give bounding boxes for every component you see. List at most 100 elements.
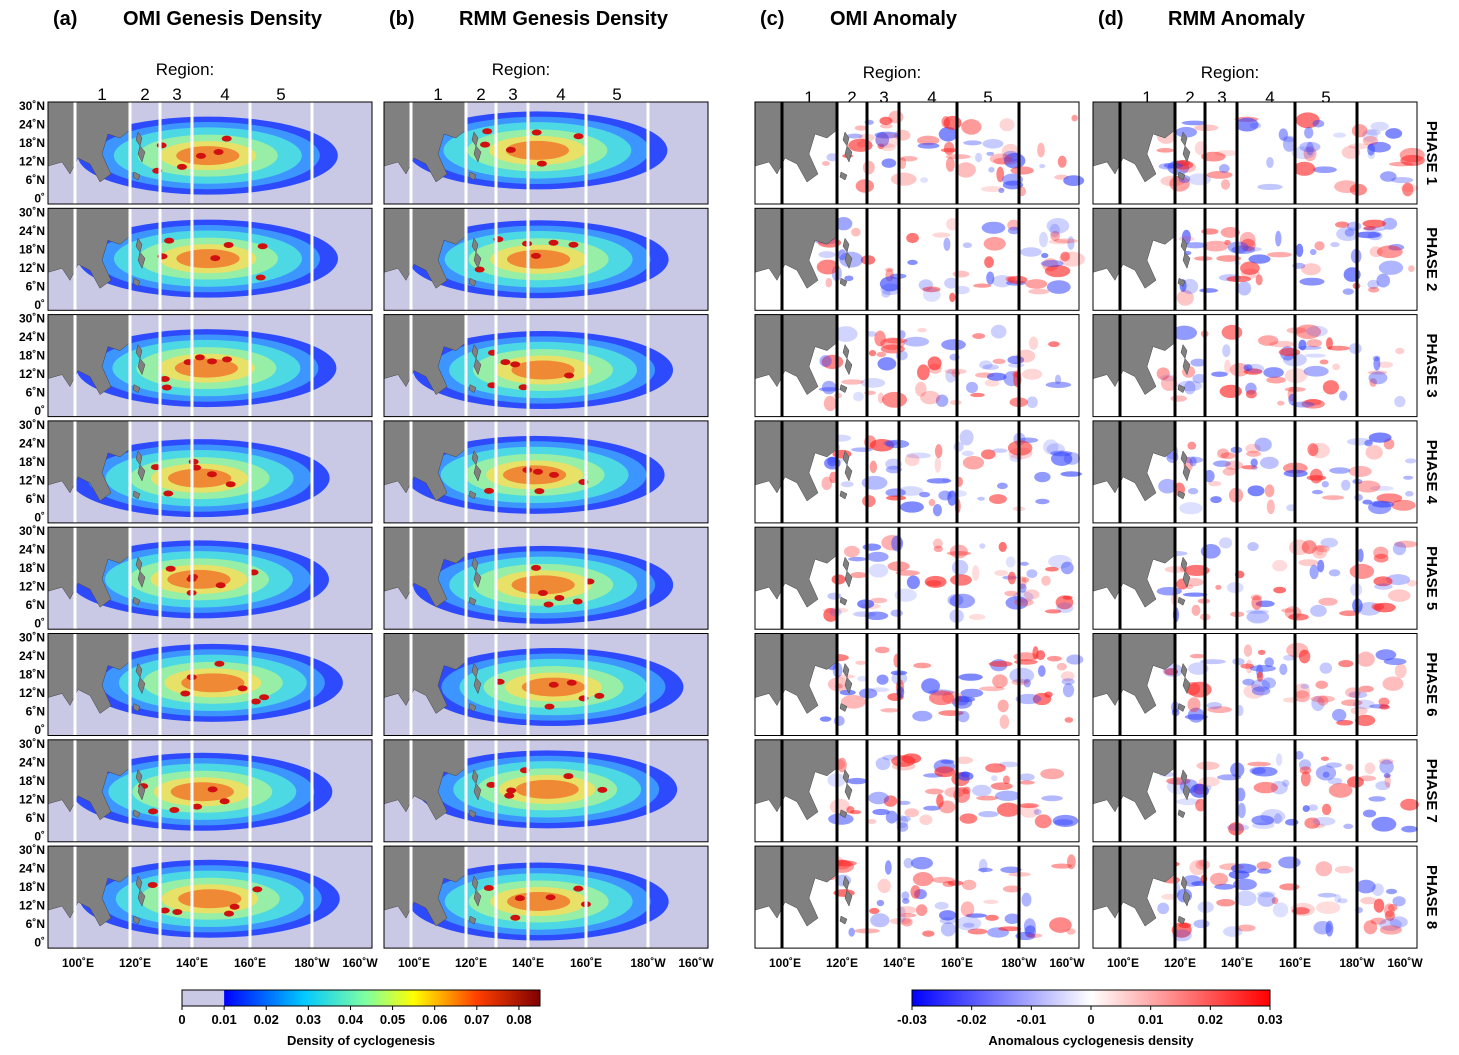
- anomaly-contour: [904, 453, 920, 466]
- anomaly-contour: [949, 292, 956, 303]
- anomaly-contour: [1002, 885, 1022, 893]
- anomaly-contour: [1384, 910, 1395, 922]
- density-peak: [148, 808, 159, 815]
- anomaly-contour: [1048, 239, 1070, 245]
- anomaly-contour: [946, 551, 972, 556]
- anomaly-contour: [973, 283, 992, 288]
- anomaly-contour: [1060, 671, 1075, 682]
- anomaly-contour: [1344, 228, 1355, 237]
- anomaly-contour: [1245, 443, 1261, 454]
- anomaly-contour: [1257, 649, 1266, 656]
- anomaly-contour: [1251, 465, 1258, 471]
- density-peak: [548, 239, 559, 246]
- anomaly-contour: [990, 324, 1007, 339]
- map-panel: [383, 101, 709, 205]
- density-peak: [210, 255, 221, 262]
- lat-tick: 18˚N: [19, 136, 45, 150]
- lon-tick: 160˚W: [1387, 956, 1423, 970]
- map-panel: [754, 739, 1080, 843]
- anomaly-contour: [999, 118, 1015, 132]
- anomaly-contour: [829, 798, 850, 815]
- map-frame: [754, 526, 1080, 630]
- anomaly-contour: [1332, 363, 1341, 371]
- anomaly-contour: [1321, 803, 1332, 816]
- anomaly-contour: [1384, 903, 1395, 918]
- anomaly-contour: [880, 708, 900, 713]
- density-peak: [506, 787, 517, 794]
- anomaly-contour: [1246, 450, 1261, 457]
- anomaly-contour: [1315, 544, 1324, 556]
- anomaly-contour: [915, 381, 927, 397]
- anomaly-contour: [1315, 680, 1328, 689]
- density-peak: [573, 885, 584, 892]
- anomaly-contour: [1282, 136, 1296, 152]
- anomaly-contour: [1273, 586, 1287, 594]
- anomaly-contour: [1214, 150, 1239, 157]
- lon-tick: 120˚E: [1164, 956, 1196, 970]
- anomaly-contour: [1251, 679, 1271, 692]
- anomaly-contour: [857, 675, 868, 682]
- anomaly-contour: [1317, 559, 1325, 573]
- region-number: 4: [927, 88, 936, 107]
- anomaly-contour: [1255, 274, 1263, 286]
- anomaly-contour: [1005, 556, 1016, 568]
- anomaly-contour: [822, 607, 849, 614]
- anomaly-contour: [1054, 374, 1062, 385]
- anomaly-contour: [1298, 559, 1319, 566]
- anomaly-contour: [883, 795, 898, 807]
- anomaly-contour: [897, 913, 917, 918]
- anomaly-contour: [1304, 126, 1314, 139]
- anomaly-contour: [855, 660, 867, 665]
- anomaly-contour: [1035, 498, 1050, 505]
- anomaly-contour: [897, 800, 911, 806]
- region-number: 3: [1217, 88, 1226, 107]
- anomaly-contour: [1044, 265, 1071, 278]
- anomaly-contour: [1048, 341, 1060, 348]
- anomaly-contour: [991, 775, 998, 782]
- anomaly-contour: [1313, 823, 1325, 829]
- anomaly-contour: [1158, 163, 1175, 170]
- anomaly-contour: [1171, 325, 1198, 341]
- anomaly-contour: [1013, 598, 1034, 607]
- anomaly-contour: [1260, 456, 1279, 469]
- anomaly-contour: [1066, 654, 1084, 665]
- land: [1092, 101, 1191, 183]
- land: [754, 208, 853, 289]
- anomaly-contour: [1224, 460, 1244, 471]
- anomaly-contour: [837, 757, 847, 773]
- density-peak: [222, 356, 233, 363]
- lat-tick: 0˚: [34, 510, 45, 524]
- anomaly-contour: [1025, 279, 1048, 289]
- anomaly-contour: [955, 696, 976, 703]
- density-contour: [181, 673, 245, 693]
- panel-label: (c): [760, 8, 784, 30]
- anomaly-contour: [1239, 231, 1256, 248]
- anomaly-contour: [1251, 595, 1263, 610]
- anomaly-contour: [1250, 458, 1258, 467]
- map-frame: [754, 314, 1080, 418]
- anomaly-contour: [1266, 499, 1275, 515]
- map-panel: [754, 420, 1083, 524]
- anomaly-contour: [1163, 162, 1183, 169]
- anomaly-contour: [1045, 381, 1072, 388]
- anomaly-contour: [869, 460, 878, 474]
- anomaly-contour: [1391, 176, 1414, 184]
- map-frame: [754, 739, 1080, 843]
- anomaly-contour: [1213, 460, 1231, 467]
- anomaly-contour: [1187, 697, 1201, 713]
- density-peak: [214, 660, 225, 667]
- land: [1092, 420, 1191, 502]
- anomaly-contour: [1158, 478, 1177, 494]
- anomaly-contour: [1369, 378, 1377, 387]
- anomaly-contour: [886, 495, 907, 501]
- anomaly-contour: [1219, 537, 1233, 549]
- anomaly-contour: [1007, 219, 1021, 231]
- anomaly-contour: [943, 237, 951, 251]
- lat-tick: 6˚N: [26, 279, 45, 293]
- anomaly-contour: [938, 910, 957, 921]
- anomaly-contour: [990, 782, 1013, 791]
- anomaly-contour: [1257, 892, 1276, 907]
- land: [1092, 845, 1191, 927]
- anomaly-contour: [1320, 756, 1330, 761]
- lon-tick: 120˚E: [826, 956, 858, 970]
